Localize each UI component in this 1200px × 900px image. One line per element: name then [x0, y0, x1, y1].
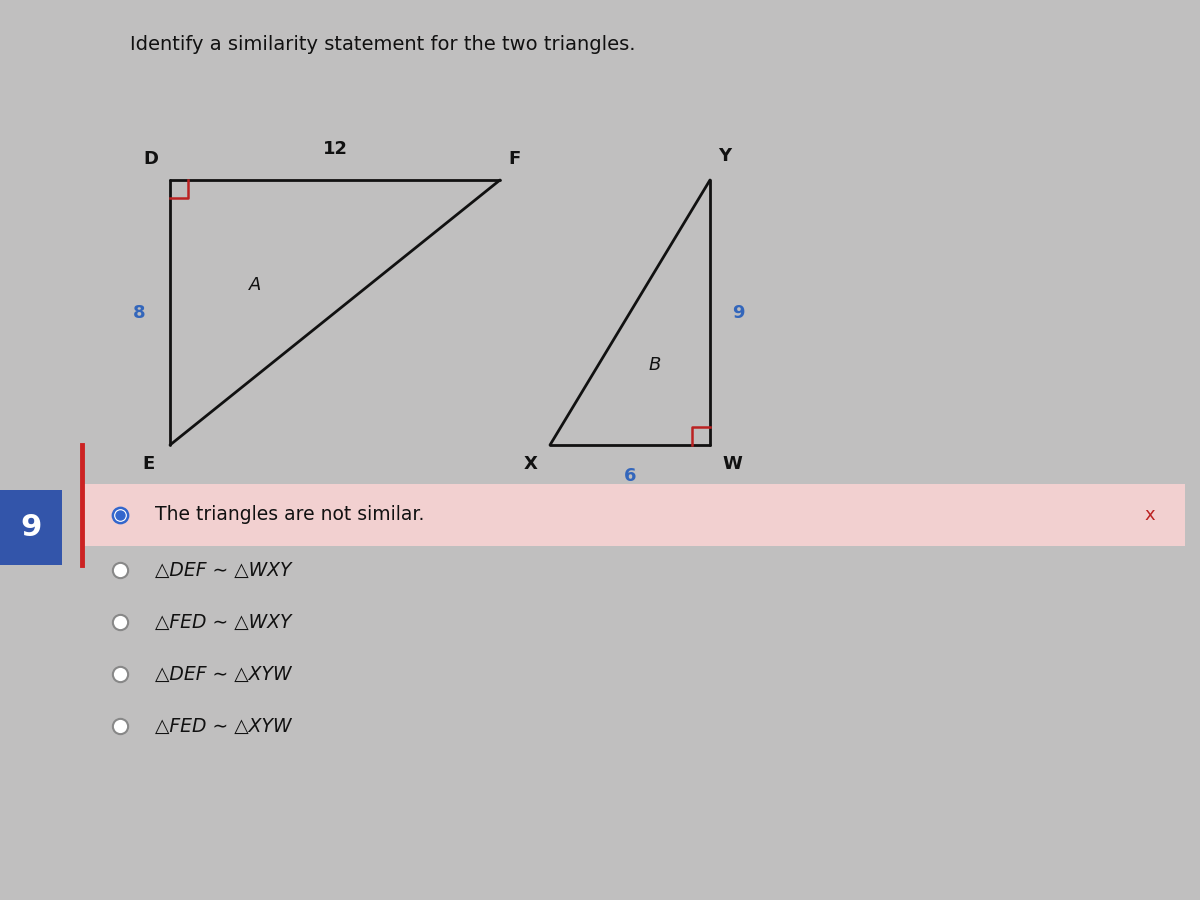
Text: 12: 12 [323, 140, 348, 158]
Text: △FED ∼ △WXY: △FED ∼ △WXY [155, 613, 292, 632]
FancyBboxPatch shape [82, 484, 1186, 546]
Text: B: B [649, 356, 661, 374]
Text: E: E [143, 455, 155, 473]
Text: Identify a similarity statement for the two triangles.: Identify a similarity statement for the … [130, 35, 636, 54]
Text: 9: 9 [732, 303, 744, 321]
Text: x: x [1145, 506, 1156, 524]
Text: 6: 6 [624, 467, 636, 485]
FancyBboxPatch shape [0, 490, 62, 565]
Text: △DEF ∼ △XYW: △DEF ∼ △XYW [155, 664, 292, 683]
Text: The triangles are not similar.: The triangles are not similar. [155, 506, 425, 525]
Text: 9: 9 [20, 513, 42, 542]
Text: X: X [524, 455, 538, 473]
Text: Y: Y [718, 147, 731, 165]
Text: A: A [248, 276, 262, 294]
Text: D: D [143, 150, 158, 168]
Text: 8: 8 [132, 303, 145, 321]
Text: F: F [508, 150, 521, 168]
Text: △FED ∼ △XYW: △FED ∼ △XYW [155, 716, 292, 735]
Text: △DEF ∼ △WXY: △DEF ∼ △WXY [155, 561, 292, 580]
Text: W: W [722, 455, 742, 473]
